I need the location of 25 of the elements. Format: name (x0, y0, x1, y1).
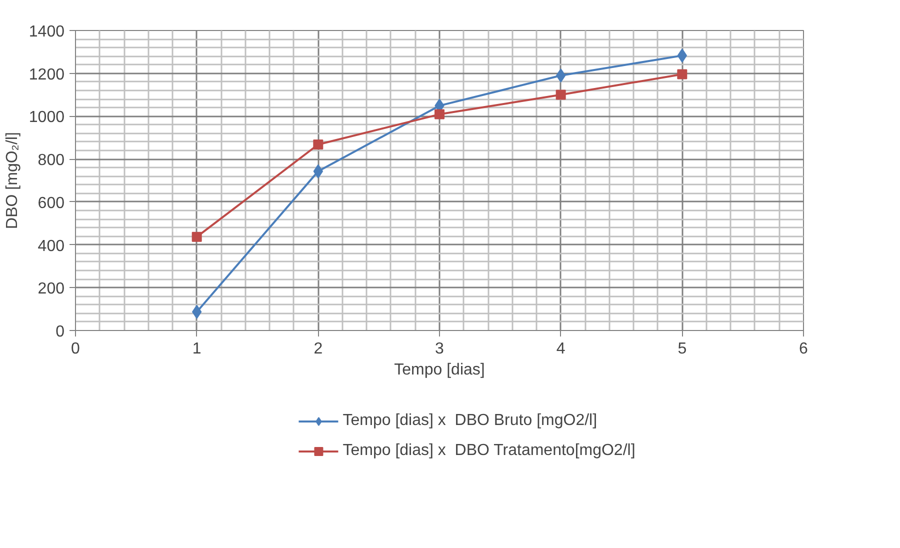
point (556, 68, 566, 82)
point (192, 232, 202, 242)
x-tick-label: 3 (435, 340, 444, 358)
x-tick-label: 4 (556, 340, 566, 358)
y-tick-label: 1200 (28, 66, 65, 84)
point (434, 109, 444, 120)
x-axis-title: Tempo [dias] (394, 362, 485, 378)
legend-label: Tempo [dias] x DBO Tratamento[mgO2/l] (342, 442, 636, 460)
point (556, 90, 566, 100)
x-tick-label: 0 (71, 340, 80, 358)
y-tick-label: 600 (38, 194, 65, 212)
x-tick-label: 1 (192, 340, 202, 358)
y-tick-label: 800 (38, 152, 65, 170)
y-tick-label: 1000 (28, 109, 65, 126)
point (313, 140, 324, 150)
y-tick-label: 1400 (28, 24, 65, 40)
x-tick-label: 5 (678, 340, 687, 358)
y-tick-label: 200 (38, 280, 65, 298)
point (677, 69, 688, 80)
y-tick-label: 400 (38, 238, 65, 255)
x-tick-label: 2 (314, 340, 323, 358)
y-tick-label: 0 (56, 324, 65, 340)
legend-label: Tempo [dias] x DBO Bruto [mgO2/l] (342, 412, 598, 430)
x-tick-label: 6 (799, 340, 808, 358)
y-axis-title: DBO [mgO₂/l] (4, 132, 21, 229)
